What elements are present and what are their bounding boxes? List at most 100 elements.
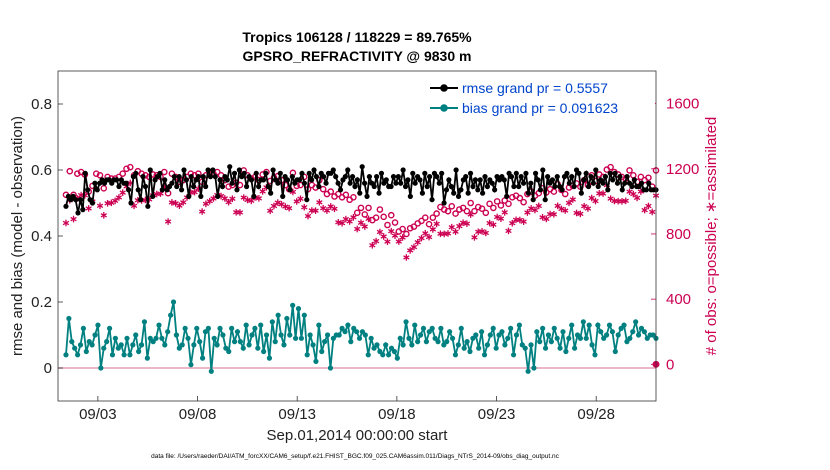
assimilated-obs-marker <box>312 207 319 214</box>
rmse-point <box>354 177 360 183</box>
assimilated-obs-stroke <box>410 244 418 250</box>
bias-point <box>630 329 636 335</box>
rmse-point <box>323 180 329 186</box>
bias-point <box>551 325 557 331</box>
rmse-point <box>520 180 527 186</box>
assimilated-obs-marker <box>119 189 126 196</box>
bias-point <box>374 342 380 348</box>
assimilated-obs-stroke <box>422 231 429 236</box>
assimilated-obs-stroke <box>588 195 595 201</box>
bias-point <box>473 332 479 338</box>
assimilated-obs-marker <box>444 230 452 237</box>
possible-obs-marker <box>387 211 395 219</box>
assimilated-obs-marker <box>350 214 357 221</box>
x-tick-label: 09/08 <box>179 406 217 423</box>
rmse-point <box>489 180 495 186</box>
assimilated-obs-stroke <box>119 190 126 195</box>
possible-obs-marker <box>425 220 433 228</box>
bias-point <box>249 332 255 338</box>
possible-obs-marker <box>429 214 437 221</box>
rmse-point <box>195 174 202 180</box>
assimilated-obs-marker <box>463 220 471 227</box>
assimilated-obs-stroke <box>369 243 376 248</box>
assimilated-obs-stroke <box>633 195 641 201</box>
bias-point <box>365 352 371 358</box>
rmse-point <box>463 174 469 180</box>
possible-obs-marker <box>96 171 104 179</box>
bias-point <box>598 329 604 335</box>
assimilated-obs-marker <box>62 219 70 227</box>
assimilated-obs-stroke <box>433 221 440 227</box>
rmse-point <box>629 183 635 190</box>
assimilated-obs-marker <box>546 210 554 218</box>
bias-point <box>269 319 275 325</box>
legend: rmse grand pr = 0.5557 bias grand pr = 0… <box>424 73 655 121</box>
assimilated-obs-marker <box>399 234 406 241</box>
assimilated-obs-marker <box>645 202 652 210</box>
assimilated-obs-marker <box>168 199 176 206</box>
assimilated-obs-stroke <box>85 206 92 211</box>
assimilated-obs-stroke <box>312 208 319 213</box>
bias-point <box>534 329 540 335</box>
rmse-point <box>229 180 235 186</box>
assimilated-obs-marker <box>270 202 278 210</box>
bias-point <box>188 362 194 368</box>
possible-obs-marker <box>482 209 490 217</box>
assimilated-obs-stroke <box>528 206 535 211</box>
rmse-point <box>443 187 450 193</box>
assimilated-obs-stroke <box>323 208 331 213</box>
assimilated-obs-stroke <box>493 214 501 220</box>
rmse-point <box>439 170 445 176</box>
assimilated-obs-marker <box>248 197 255 205</box>
bias-point <box>255 345 261 351</box>
assimilated-obs-stroke <box>372 238 380 244</box>
bias-point <box>467 348 473 355</box>
bias-point <box>278 332 284 338</box>
rmse-point <box>260 177 267 183</box>
bias-point <box>621 322 627 328</box>
rmse-point <box>333 174 339 180</box>
rmse-point <box>248 177 255 183</box>
assimilated-obs-marker <box>626 188 633 196</box>
assimilated-obs-stroke <box>172 201 179 206</box>
y-left-tick-label: 0.8 <box>31 96 52 113</box>
assimilated-obs-stroke <box>62 220 70 226</box>
bias-point <box>557 345 563 351</box>
bias-point <box>516 322 522 328</box>
y-right-tick-label: 0 <box>666 356 674 373</box>
rmse-point <box>231 170 238 176</box>
bias-point <box>545 332 552 338</box>
assimilated-obs-stroke <box>444 231 452 236</box>
assimilated-obs-marker <box>191 188 198 196</box>
possible-obs-marker <box>459 204 467 212</box>
y-left-tick-label: 0.6 <box>31 162 52 179</box>
rmse-point <box>475 187 481 193</box>
rmse-point <box>265 183 271 190</box>
bias-point <box>447 329 453 335</box>
bias-point <box>383 342 389 348</box>
assimilated-obs-marker <box>111 197 119 205</box>
rmse-point <box>82 170 88 176</box>
bias-point <box>74 352 81 358</box>
rmse-point <box>393 180 399 186</box>
rmse-point <box>578 190 584 196</box>
assimilated-obs-marker <box>342 215 350 223</box>
assimilated-obs-stroke <box>501 210 508 215</box>
assimilated-obs-stroke <box>229 196 236 201</box>
rmse-point <box>236 167 242 173</box>
rmse-point <box>545 174 551 180</box>
rmse-point <box>92 180 98 186</box>
assimilated-obs-stroke <box>486 220 493 226</box>
bias-point <box>234 329 241 335</box>
rmse-point <box>128 200 134 206</box>
bias-point <box>400 342 406 348</box>
rmse-point <box>402 183 409 190</box>
bias-point <box>109 352 116 358</box>
bias-point <box>304 352 310 358</box>
assimilated-obs-marker <box>361 223 368 230</box>
assimilated-obs-stroke <box>335 220 342 225</box>
rmse-point <box>388 183 394 190</box>
rmse-point <box>234 187 240 193</box>
rmse-point <box>465 190 471 196</box>
